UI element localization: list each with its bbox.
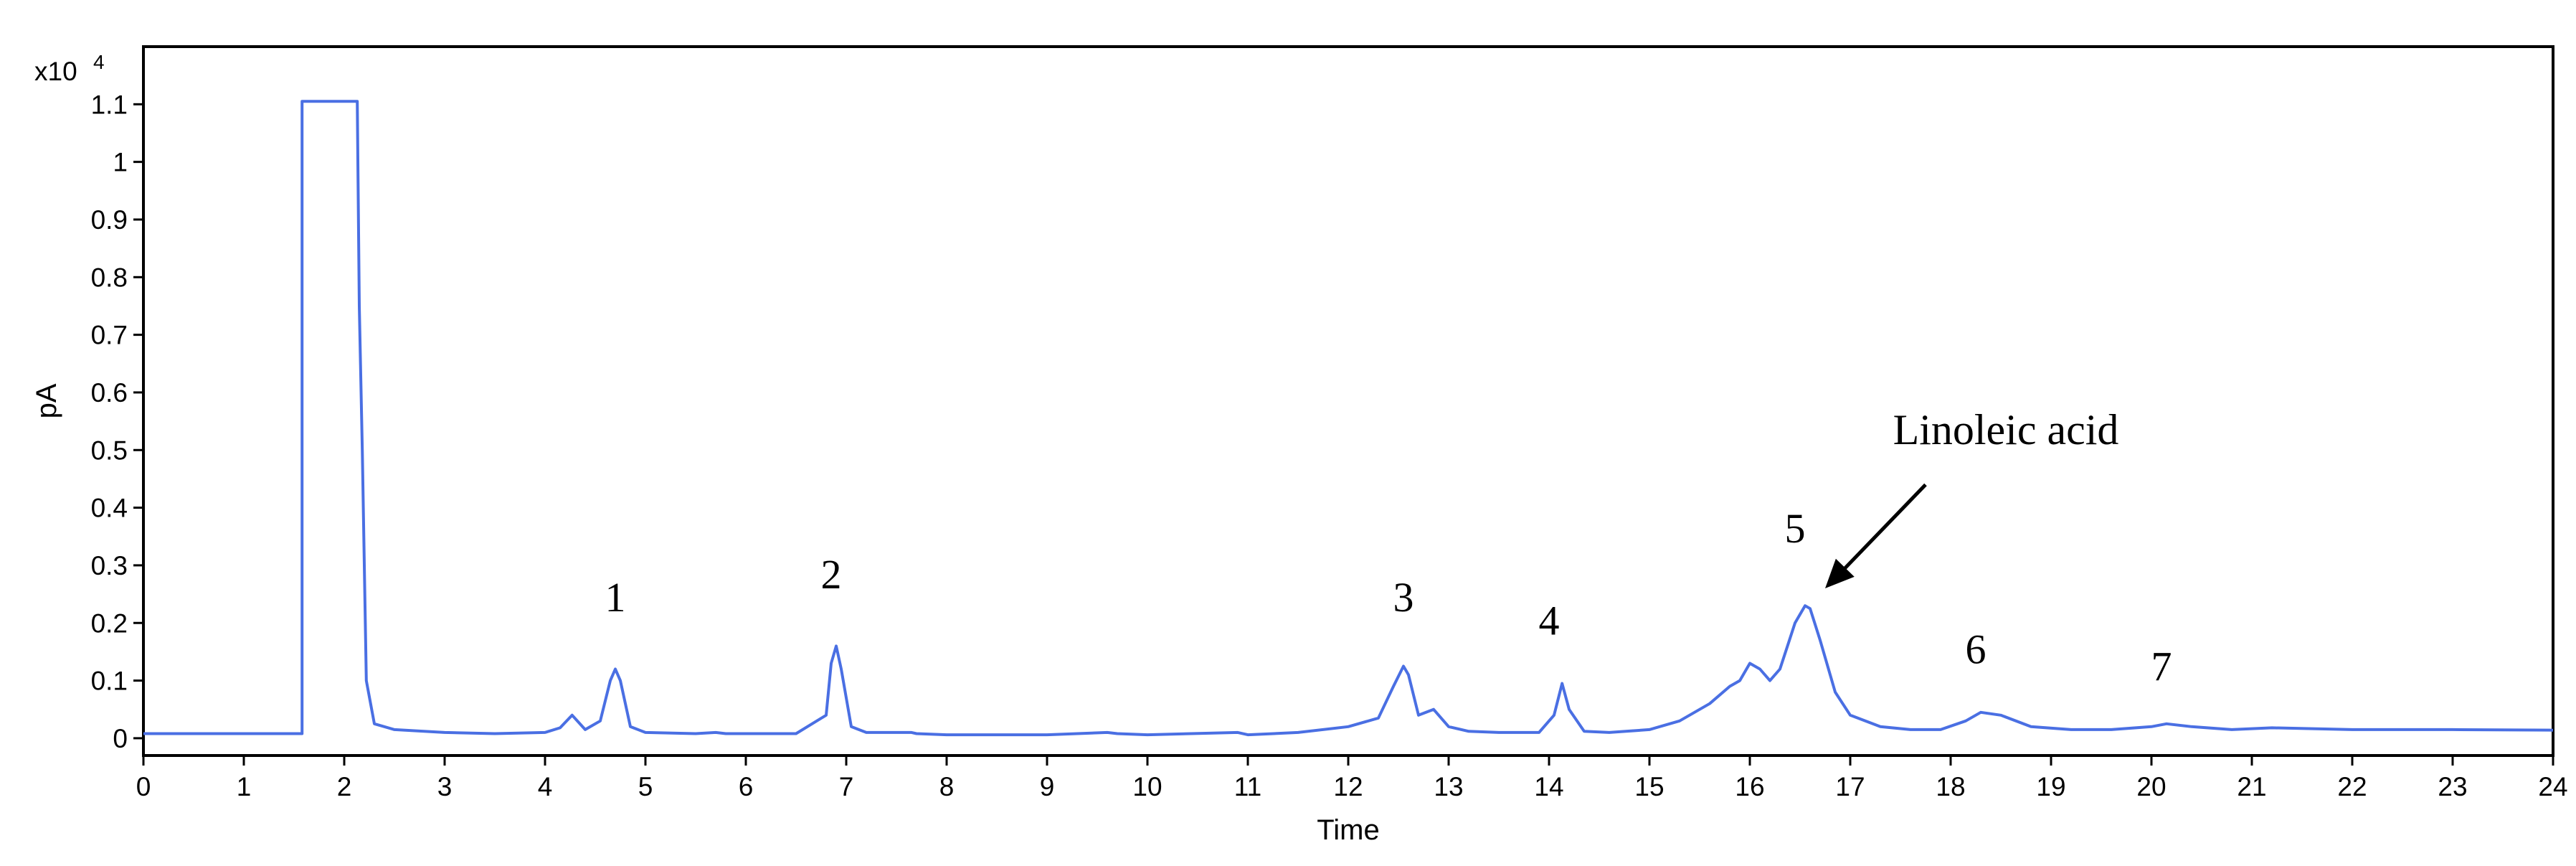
y-axis: 0 0.1 0.2 0.3 0.4 0.5 0.6 0.7 0.8 0.9 1 1.1 [91,90,143,753]
y-tick-label: 0.6 [91,378,128,408]
x-axis: 0 1 2 3 4 5 6 7 8 9 10 11 12 13 14 15 16 17 18 19 20 21 22 23 24 [136,756,2568,801]
y-multiplier-exponent: 4 [93,51,105,73]
y-multiplier: x10 4 [34,51,105,86]
x-tick-label: 0 [136,772,151,801]
arrow-head [1825,558,1855,589]
x-tick-label: 3 [437,772,453,801]
y-tick-label: 0.5 [91,436,128,465]
x-tick-label: 1 [237,772,252,801]
y-tick-label: 1.1 [91,90,128,119]
x-tick-label: 5 [638,772,653,801]
x-tick-label: 9 [1040,772,1055,801]
peak-label: 3 [1393,574,1414,621]
x-tick-label: 2 [337,772,352,801]
peak-label: 4 [1539,597,1560,644]
y-tick-label: 0.1 [91,667,128,696]
x-tick-label: 17 [1835,772,1865,801]
series-line [143,100,2554,737]
linoleic-acid-annotation: Linoleic acid [1825,406,2119,589]
y-tick-label: 0.9 [91,205,128,235]
x-tick-label: 14 [1534,772,1563,801]
x-tick-label: 8 [939,772,955,801]
x-tick-label: 21 [2237,772,2266,801]
x-axis-title: Time [1317,814,1379,846]
y-multiplier-base: x10 [34,57,77,86]
x-tick-label: 11 [1234,772,1261,801]
peak-labels: 1 2 3 4 5 6 7 [605,505,2172,690]
arrow-label: Linoleic acid [1893,406,2119,453]
y-tick-label: 0.3 [91,551,128,580]
arrow-shaft [1834,483,1927,580]
peak-label: 6 [1966,626,1987,672]
x-tick-label: 6 [739,772,754,801]
x-tick-label: 20 [2136,772,2166,801]
y-tick-label: 0.7 [91,321,128,350]
x-tick-label: 10 [1132,772,1162,801]
x-tick-label: 22 [2337,772,2367,801]
x-tick-label: 23 [2438,772,2467,801]
peak-label: 1 [605,574,626,621]
x-tick-label: 24 [2538,772,2567,801]
y-tick-label: 1 [113,148,128,177]
peak-label: 2 [821,551,842,598]
plot-frame [142,45,2554,757]
y-tick-label: 0.2 [91,608,128,638]
peak-label: 5 [1785,505,1806,552]
y-tick-label: 0 [113,724,128,753]
x-tick-label: 18 [1936,772,1965,801]
peak-label: 7 [2151,644,2172,690]
x-tick-label: 12 [1333,772,1363,801]
x-tick-label: 16 [1735,772,1764,801]
series-group [143,100,2554,737]
x-tick-label: 13 [1434,772,1463,801]
y-tick-label: 0.8 [91,263,128,292]
x-tick-label: 4 [538,772,553,801]
x-tick-label: 7 [839,772,854,801]
y-tick-label: 0.4 [91,494,128,523]
y-axis-title: pA [31,383,62,418]
x-tick-label: 19 [2036,772,2065,801]
x-tick-label: 15 [1634,772,1664,801]
